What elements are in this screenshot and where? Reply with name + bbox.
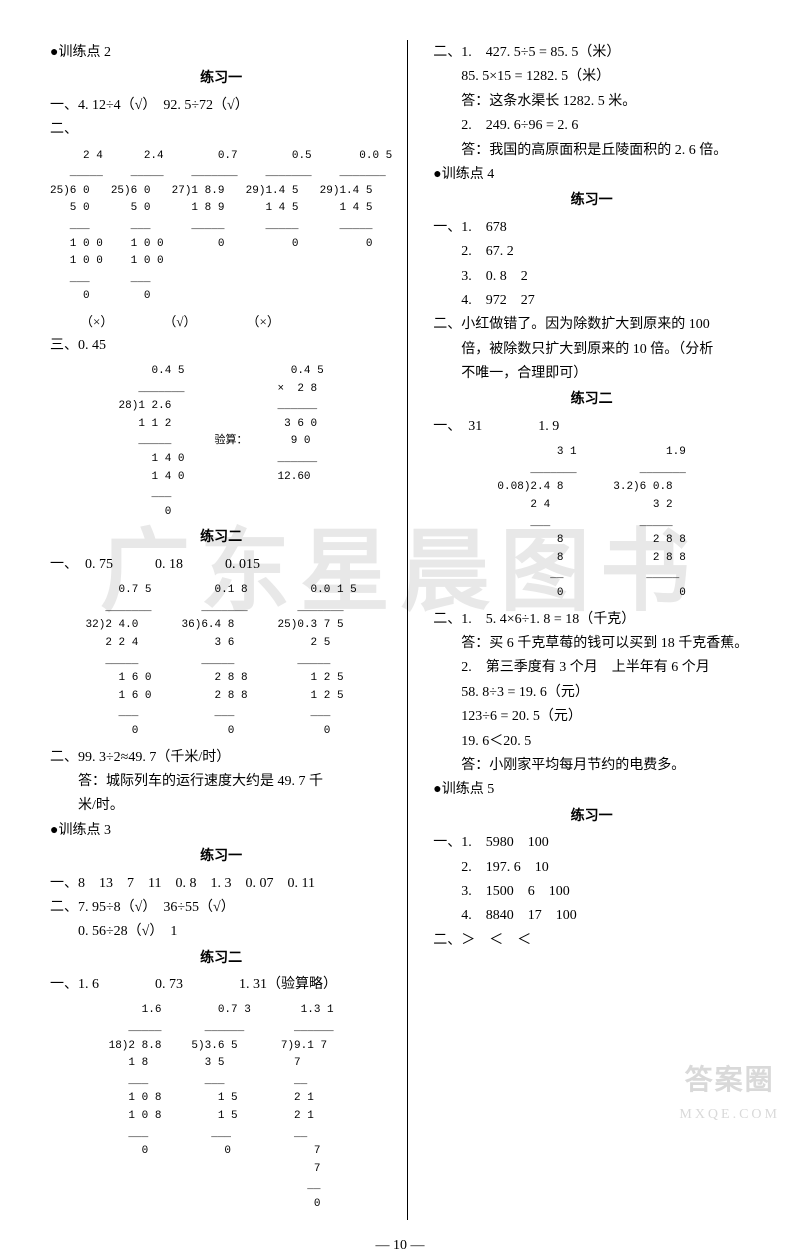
r19: 19. 6＜20. 5 [433,731,750,753]
ldiv-4b: 0.7 3 ______ 5)3.6 5 3 5 ___ 1 5 1 5 ___… [191,1002,250,1213]
ldiv-1c: 0.7 _______ 27)1 8.9 1 8 9 _____ 0 [172,148,238,306]
r5: 答：我国的高原面积是丘陵面积的 2. 6 倍。 [433,140,750,162]
ldiv-3a: 0.7 5 _______ 32)2 4.0 2 2 4 _____ 1 6 0… [86,582,152,740]
ldiv-1d: 0.5 _______ 29)1.4 5 1 4 5 _____ 0 [246,148,312,306]
q8: 一、1. 6 0. 73 1. 31（验算略） [50,974,392,996]
r6: 一、1. 678 [433,217,750,239]
ldiv-2a: 0.4 5 _______ 28)1 2.6 1 1 2 _____ 1 4 0… [119,363,185,521]
r4: 2. 249. 6÷96 = 2. 6 [433,115,750,137]
r10: 二、小红做错了。因为除数扩大到原来的 100 [433,314,750,336]
r20: 答：小刚家平均每月节约的电费多。 [433,755,750,777]
q7a: 0. 56÷28（√） 1 [50,921,392,943]
r1: 二、1. 427. 5÷5 = 85. 5（米） [433,42,750,64]
r-exercise-3-title: 练习一 [433,806,750,828]
q5b: 米/时。 [50,795,392,817]
ldiv-5a: 3 1 _______ 0.08)2.4 8 2 4 ___ 8 8 __ 0 [497,444,576,602]
mark-a: （×） [80,312,113,333]
r8: 3. 0. 8 2 [433,266,750,288]
training-point-4: ●训练点 4 [433,164,750,186]
ldiv-1a: 2 4 _____ 25)6 0 5 0 ___ 1 0 0 1 0 0 ___… [50,148,103,306]
r15: 答：买 6 千克草莓的钱可以买到 18 千克香蕉。 [433,633,750,655]
q1: 一、4. 12÷4（√） 92. 5÷72（√） [50,95,392,117]
q5a: 答：城际列车的运行速度大约是 49. 7 千 [50,771,392,793]
ldiv-3b: 0.1 8 _______ 36)6.4 8 3 6 _____ 2 8 8 2… [182,582,248,740]
training-point-3: ●训练点 3 [50,820,392,842]
mark-b: （√） [163,312,196,333]
training-point-2: ●训练点 2 [50,42,392,64]
mark-c: （×） [246,312,279,333]
r14: 二、1. 5. 4×6÷1. 8 = 18（千克） [433,609,750,631]
r2: 85. 5×15 = 1282. 5（米） [433,66,750,88]
q5: 二、99. 3÷2≈49. 7（千米/时） [50,747,392,769]
training-point-5: ●训练点 5 [433,779,750,801]
q2: 二、 [50,119,392,141]
longdiv-row-2: 0.4 5 _______ 28)1 2.6 1 1 2 _____ 1 4 0… [50,363,392,521]
page-number: — 10 — [50,1235,750,1257]
r21: 一、1. 5980 100 [433,832,750,854]
r16: 2. 第三季度有 3 个月 上半年有 6 个月 [433,657,750,679]
left-column: ●训练点 2 练习一 一、4. 12÷4（√） 92. 5÷72（√） 二、 2… [50,40,408,1220]
r24: 4. 8840 17 100 [433,905,750,927]
r22: 2. 197. 6 10 [433,857,750,879]
check-label: 验算： [215,433,248,451]
r23: 3. 1500 6 100 [433,881,750,903]
q6: 一、8 13 7 11 0. 8 1. 3 0. 07 0. 11 [50,873,392,895]
ldiv-4c: 1.3 1 ______ 7)9.1 7 7 __ 2 1 2 1 __ 7 7… [281,1002,334,1213]
r7: 2. 67. 2 [433,241,750,263]
r9: 4. 972 27 [433,290,750,312]
r3: 答：这条水渠长 1282. 5 米。 [433,91,750,113]
r-exercise-2-title: 练习二 [433,389,750,411]
r-exercise-1-title: 练习一 [433,190,750,212]
r25: 二、＞ ＜ ＜ [433,930,750,952]
exercise-4-title: 练习二 [50,948,392,970]
r17: 58. 8÷3 = 19. 6（元） [433,682,750,704]
r12: 不唯一，合理即可） [433,363,750,385]
right-column: 二、1. 427. 5÷5 = 85. 5（米） 85. 5×15 = 1282… [428,40,750,1220]
ldiv-3c: 0.0 1 5 _______ 25)0.3 7 5 2 5 _____ 1 2… [278,582,357,740]
r18: 123÷6 = 20. 5（元） [433,706,750,728]
exercise-3-title: 练习一 [50,846,392,868]
ldiv-4a: 1.6 _____ 18)2 8.8 1 8 ___ 1 0 8 1 0 8 _… [109,1002,162,1213]
r11: 倍，被除数只扩大到原来的 10 倍。（分析 [433,339,750,361]
longdiv-row-1: 2 4 _____ 25)6 0 5 0 ___ 1 0 0 1 0 0 ___… [50,148,392,306]
q4: 一、 0. 75 0. 18 0. 015 [50,554,392,576]
q7: 二、7. 95÷8（√） 36÷55（√） [50,897,392,919]
ldiv-1e: 0.0 5 _______ 29)1.4 5 1 4 5 _____ 0 [320,148,393,306]
marks-row: （×） （√） （×） [50,312,392,333]
exercise-2-title: 练习二 [50,527,392,549]
longdiv-row-4: 1.6 _____ 18)2 8.8 1 8 ___ 1 0 8 1 0 8 _… [50,1002,392,1213]
longdiv-row-3: 0.7 5 _______ 32)2 4.0 2 2 4 _____ 1 6 0… [50,582,392,740]
longdiv-row-5: 3 1 _______ 0.08)2.4 8 2 4 ___ 8 8 __ 0 … [433,444,750,602]
q3: 三、0. 45 [50,335,392,357]
page-content: ●训练点 2 练习一 一、4. 12÷4（√） 92. 5÷72（√） 二、 2… [50,40,750,1257]
ldiv-2b: 0.4 5 × 2 8 ______ 3 6 0 9 0 ______ 12.6… [278,363,324,521]
exercise-1-title: 练习一 [50,68,392,90]
ldiv-1b: 2.4 _____ 25)6 0 5 0 ___ 1 0 0 1 0 0 ___… [111,148,164,306]
ldiv-5b: 1.9 _______ 3.2)6 0.8 3 2 _____ 2 8 8 2 … [607,444,686,602]
r13: 一、 31 1. 9 [433,416,750,438]
